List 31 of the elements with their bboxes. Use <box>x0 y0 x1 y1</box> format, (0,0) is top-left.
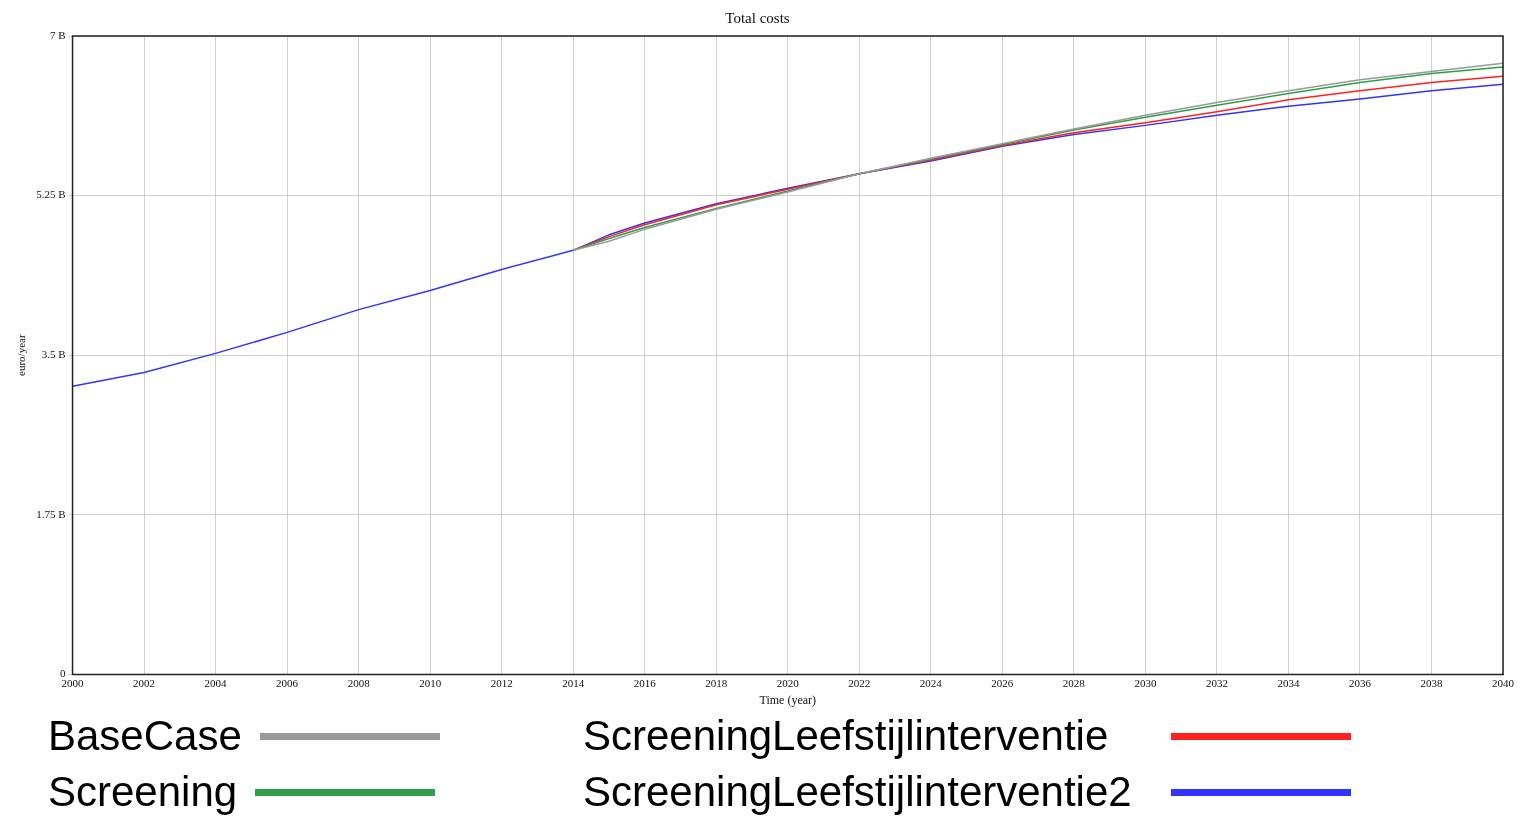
x-tick-label: 2004 <box>204 676 228 689</box>
x-tick-label: 2008 <box>347 676 371 689</box>
y-tick-label: 7 B <box>49 28 66 41</box>
x-tick-label: 2022 <box>848 676 871 689</box>
legend-label: Screening <box>48 768 238 816</box>
x-tick-label: 2028 <box>1062 676 1086 689</box>
x-tick-label: 2020 <box>776 676 800 689</box>
x-tick-label: 2018 <box>705 676 728 689</box>
x-tick-label: 2010 <box>419 676 442 689</box>
x-tick-label: 2038 <box>1420 676 1443 689</box>
legend-label: ScreeningLeefstijlinterventie2 <box>583 768 1133 816</box>
legend-label: ScreeningLeefstijlinterventie <box>583 712 1110 760</box>
x-tick-label: 2036 <box>1348 676 1372 689</box>
x-tick-label: 2014 <box>562 676 585 689</box>
y-tick-label: 3.5 B <box>41 348 66 361</box>
x-tick-label: 2030 <box>1134 676 1157 689</box>
x-tick-label: 2032 <box>1205 676 1228 689</box>
chart-title: Total costs <box>725 9 790 26</box>
x-tick-label: 2024 <box>919 676 943 689</box>
x-tick-label: 2016 <box>633 676 657 689</box>
y-tick-label: 1.75 B <box>36 507 66 520</box>
x-tick-label: 2002 <box>133 676 156 689</box>
x-tick-label: 2012 <box>490 676 513 689</box>
x-tick-label: 2006 <box>276 676 299 689</box>
x-tick-label: 2026 <box>991 676 1014 689</box>
y-axis-title: euro/year <box>15 334 28 376</box>
x-tick-label: 2040 <box>1492 676 1515 689</box>
x-axis-title: Time (year) <box>759 692 817 707</box>
y-tick-label: 5.25 B <box>36 188 66 201</box>
x-tick-label: 2034 <box>1277 676 1300 689</box>
legend-label: BaseCase <box>48 712 242 760</box>
